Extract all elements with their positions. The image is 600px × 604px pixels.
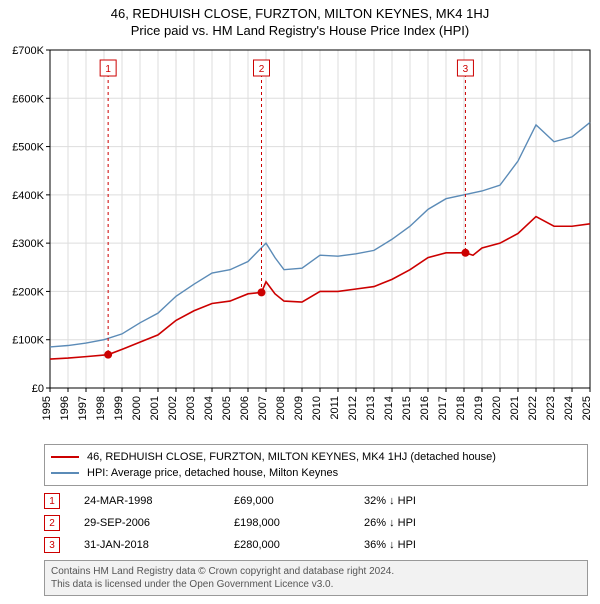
svg-text:£300K: £300K xyxy=(12,238,44,250)
sale-row: 1 24-MAR-1998£69,00032% ↓ HPI xyxy=(44,490,588,512)
svg-text:2016: 2016 xyxy=(419,396,431,420)
svg-text:£0: £0 xyxy=(32,383,44,395)
svg-text:3: 3 xyxy=(463,64,469,75)
svg-text:2024: 2024 xyxy=(563,396,575,420)
sale-row: 3 31-JAN-2018£280,00036% ↓ HPI xyxy=(44,534,588,556)
attribution: Contains HM Land Registry data © Crown c… xyxy=(44,560,588,596)
page-subtitle: Price paid vs. HM Land Registry's House … xyxy=(0,23,600,38)
svg-text:£200K: £200K xyxy=(12,286,44,298)
sale-price: £69,000 xyxy=(234,495,364,507)
legend-item: 46, REDHUISH CLOSE, FURZTON, MILTON KEYN… xyxy=(51,449,581,465)
svg-text:2018: 2018 xyxy=(455,396,467,420)
svg-text:2023: 2023 xyxy=(545,396,557,420)
svg-text:2020: 2020 xyxy=(491,396,503,420)
sale-price: £198,000 xyxy=(234,517,364,529)
price-chart: £0 £100K £200K £300K £400K £500K £600K £700K 199… xyxy=(0,38,600,438)
svg-text:2006: 2006 xyxy=(239,396,251,420)
sale-price: £280,000 xyxy=(234,539,364,551)
sale-date: 31-JAN-2018 xyxy=(84,539,234,551)
svg-text:2014: 2014 xyxy=(383,396,395,420)
svg-text:2008: 2008 xyxy=(275,396,287,420)
attribution-line: This data is licensed under the Open Gov… xyxy=(51,578,581,591)
attribution-line: Contains HM Land Registry data © Crown c… xyxy=(51,565,581,578)
legend-swatch xyxy=(51,456,79,458)
page-title: 46, REDHUISH CLOSE, FURZTON, MILTON KEYN… xyxy=(0,6,600,21)
svg-text:2: 2 xyxy=(259,64,265,75)
svg-text:2000: 2000 xyxy=(131,396,143,420)
svg-text:2013: 2013 xyxy=(365,396,377,420)
sale-delta: 36% ↓ HPI xyxy=(364,539,416,551)
svg-text:2004: 2004 xyxy=(203,396,215,420)
svg-text:2002: 2002 xyxy=(167,396,179,420)
sale-marker: 1 xyxy=(44,493,60,509)
svg-text:2007: 2007 xyxy=(257,396,269,420)
svg-text:£400K: £400K xyxy=(12,190,44,202)
sale-delta: 32% ↓ HPI xyxy=(364,495,416,507)
svg-text:£600K: £600K xyxy=(12,93,44,105)
svg-text:1995: 1995 xyxy=(41,396,53,420)
svg-text:£500K: £500K xyxy=(12,142,44,154)
svg-text:1: 1 xyxy=(105,64,111,75)
svg-text:2025: 2025 xyxy=(581,396,593,420)
legend-label: HPI: Average price, detached house, Milt… xyxy=(87,467,338,479)
svg-text:2011: 2011 xyxy=(329,396,341,420)
sale-marker: 2 xyxy=(44,515,60,531)
svg-text:1999: 1999 xyxy=(113,396,125,420)
legend-item: HPI: Average price, detached house, Milt… xyxy=(51,465,581,481)
svg-text:2001: 2001 xyxy=(149,396,161,420)
svg-text:2015: 2015 xyxy=(401,396,413,420)
sales-table: 1 24-MAR-1998£69,00032% ↓ HPI 2 29-SEP-2006… xyxy=(44,490,588,556)
sale-marker: 3 xyxy=(44,537,60,553)
sale-delta: 26% ↓ HPI xyxy=(364,517,416,529)
svg-text:1996: 1996 xyxy=(59,396,71,420)
sale-date: 24-MAR-1998 xyxy=(84,495,234,507)
legend-label: 46, REDHUISH CLOSE, FURZTON, MILTON KEYN… xyxy=(87,451,496,463)
svg-text:2012: 2012 xyxy=(347,396,359,420)
svg-text:2010: 2010 xyxy=(311,396,323,420)
svg-text:2017: 2017 xyxy=(437,396,449,420)
svg-text:2021: 2021 xyxy=(509,396,521,420)
svg-text:2019: 2019 xyxy=(473,396,485,420)
svg-text:£100K: £100K xyxy=(12,335,44,347)
svg-text:1998: 1998 xyxy=(95,396,107,420)
sale-date: 29-SEP-2006 xyxy=(84,517,234,529)
svg-text:£700K: £700K xyxy=(12,45,44,57)
sale-row: 2 29-SEP-2006£198,00026% ↓ HPI xyxy=(44,512,588,534)
svg-text:1997: 1997 xyxy=(77,396,89,420)
svg-text:2005: 2005 xyxy=(221,396,233,420)
legend: 46, REDHUISH CLOSE, FURZTON, MILTON KEYN… xyxy=(44,444,588,486)
svg-text:2022: 2022 xyxy=(527,396,539,420)
legend-swatch xyxy=(51,472,79,474)
svg-text:2009: 2009 xyxy=(293,396,305,420)
svg-text:2003: 2003 xyxy=(185,396,197,420)
